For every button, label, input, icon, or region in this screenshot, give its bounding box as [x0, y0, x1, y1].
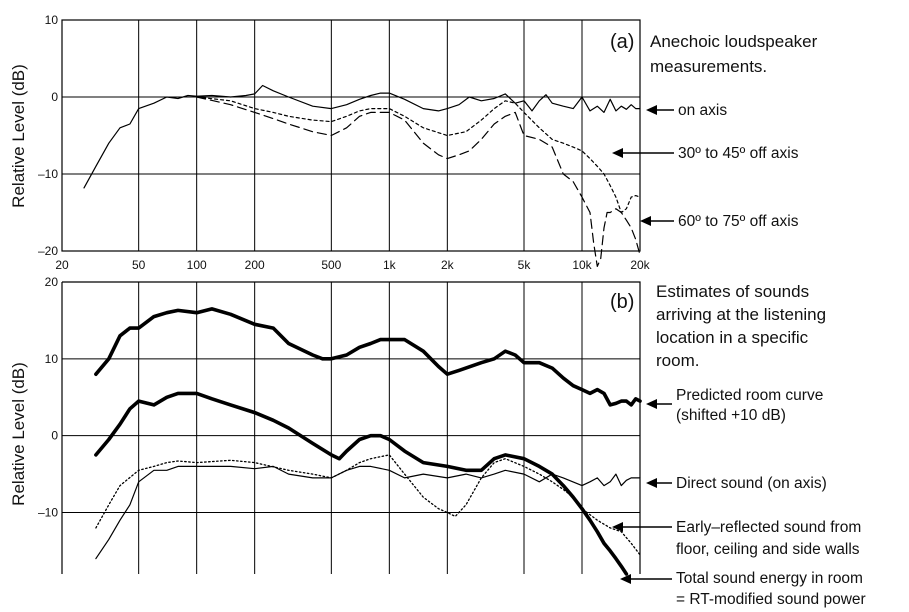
- arrow-total-energy: [620, 574, 672, 584]
- panel-a-y-tick-label: –10: [38, 167, 58, 181]
- x-tick-label-2k: 2k: [441, 258, 455, 272]
- annotation-direct-sound: Direct sound (on axis): [676, 475, 827, 492]
- annotation-on-axis: on axis: [678, 102, 727, 119]
- arrow-60-75-off-axis: [640, 216, 674, 226]
- panel-a-grid: [62, 20, 640, 252]
- annotation-30-45-off-axis: 30º to 45º off axis: [678, 145, 799, 162]
- panel-a-y-axis-label: Relative Level (dB): [9, 64, 28, 208]
- panel-b-series-3: [95, 454, 641, 556]
- panel-b-series: [94, 307, 642, 576]
- arrow-direct-sound: [646, 478, 672, 488]
- arrow-early-reflected: [612, 522, 672, 532]
- arrow-30-45-off-axis: [612, 148, 674, 158]
- panel-a-series-1: [83, 84, 641, 189]
- annotation-predicted-room-curve: Predicted room curve: [676, 387, 823, 404]
- panel-b-note-line-1: Estimates of sounds: [656, 282, 809, 301]
- panel-b-chart: 20 10 0 –10 Relative Level (dB) (b) Estimat…: [9, 275, 866, 608]
- annotation-early-reflected-2: floor, ceiling and side walls: [676, 541, 860, 558]
- panel-b-y-tick-label: 20: [45, 275, 59, 289]
- arrow-predicted-room-curve: [646, 399, 672, 409]
- x-tick-label-50: 50: [132, 258, 146, 272]
- panel-a-series-3: [196, 96, 641, 267]
- panel-a-series: [83, 84, 641, 267]
- x-tick-label-1k: 1k: [383, 258, 397, 272]
- panel-b-series-2: [95, 465, 641, 560]
- arrow-on-axis: [646, 105, 674, 115]
- panel-b-frame-top-right: [62, 281, 641, 574]
- x-tick-label-100: 100: [187, 258, 207, 272]
- panel-b-note-line-4: room.: [656, 351, 699, 370]
- annotation-shifted-10db: (shifted +10 dB): [676, 407, 786, 424]
- annotation-total-energy-2: = RT-modified sound power: [676, 591, 866, 608]
- panel-a-chart: 100–10–20 20 50 100 200 500 1k 2k 5k 10k 20k Rela…: [9, 13, 818, 272]
- panel-b-grid: [62, 282, 640, 574]
- panel-a-y-tick-label: –20: [38, 244, 58, 258]
- x-tick-label-500: 500: [321, 258, 341, 272]
- annotation-60-75-off-axis: 60º to 75º off axis: [678, 213, 799, 230]
- panel-b-note-line-2: arriving at the listening: [656, 305, 826, 324]
- annotation-early-reflected-1: Early–reflected sound from: [676, 519, 861, 536]
- panel-a-y-ticks: 10 0 –10 –20: [38, 13, 58, 258]
- panel-a-note-line-2: measurements.: [650, 57, 767, 76]
- panel-b-y-tick-label: 10: [45, 352, 59, 366]
- x-tick-label-5k: 5k: [518, 258, 532, 272]
- panel-b-series-4: [94, 391, 629, 576]
- panel-b-y-tick-label: 0: [51, 429, 58, 443]
- panel-b-series-1: [94, 307, 642, 407]
- panel-a-y-tick-label: 0: [51, 90, 58, 104]
- panel-a-note-line-1: Anechoic loudspeaker: [650, 32, 818, 51]
- panel-a-frame: [61, 19, 641, 252]
- panel-a-label: (a): [610, 31, 634, 53]
- panel-a-x-ticks: 20 50 100 200 500 1k 2k 5k 10k 20k: [55, 258, 650, 272]
- panel-b-y-tick-label: –10: [38, 506, 58, 520]
- x-tick-label-20: 20: [55, 258, 69, 272]
- x-tick-label-20k: 20k: [630, 258, 650, 272]
- x-tick-label-10k: 10k: [572, 258, 592, 272]
- annotation-arrows: [612, 105, 674, 584]
- panel-a-y-tick-label: 10: [45, 13, 59, 27]
- panel-b-y-axis-label: Relative Level (dB): [9, 362, 28, 506]
- annotation-total-energy-1: Total sound energy in room: [676, 570, 863, 587]
- panel-b-y-ticks: 20 10 0 –10: [38, 275, 58, 520]
- x-tick-label-200: 200: [245, 258, 265, 272]
- panel-a-series-2: [196, 96, 641, 214]
- panel-b-note-line-3: location in a specific: [656, 328, 809, 347]
- panel-b-label: (b): [610, 291, 634, 313]
